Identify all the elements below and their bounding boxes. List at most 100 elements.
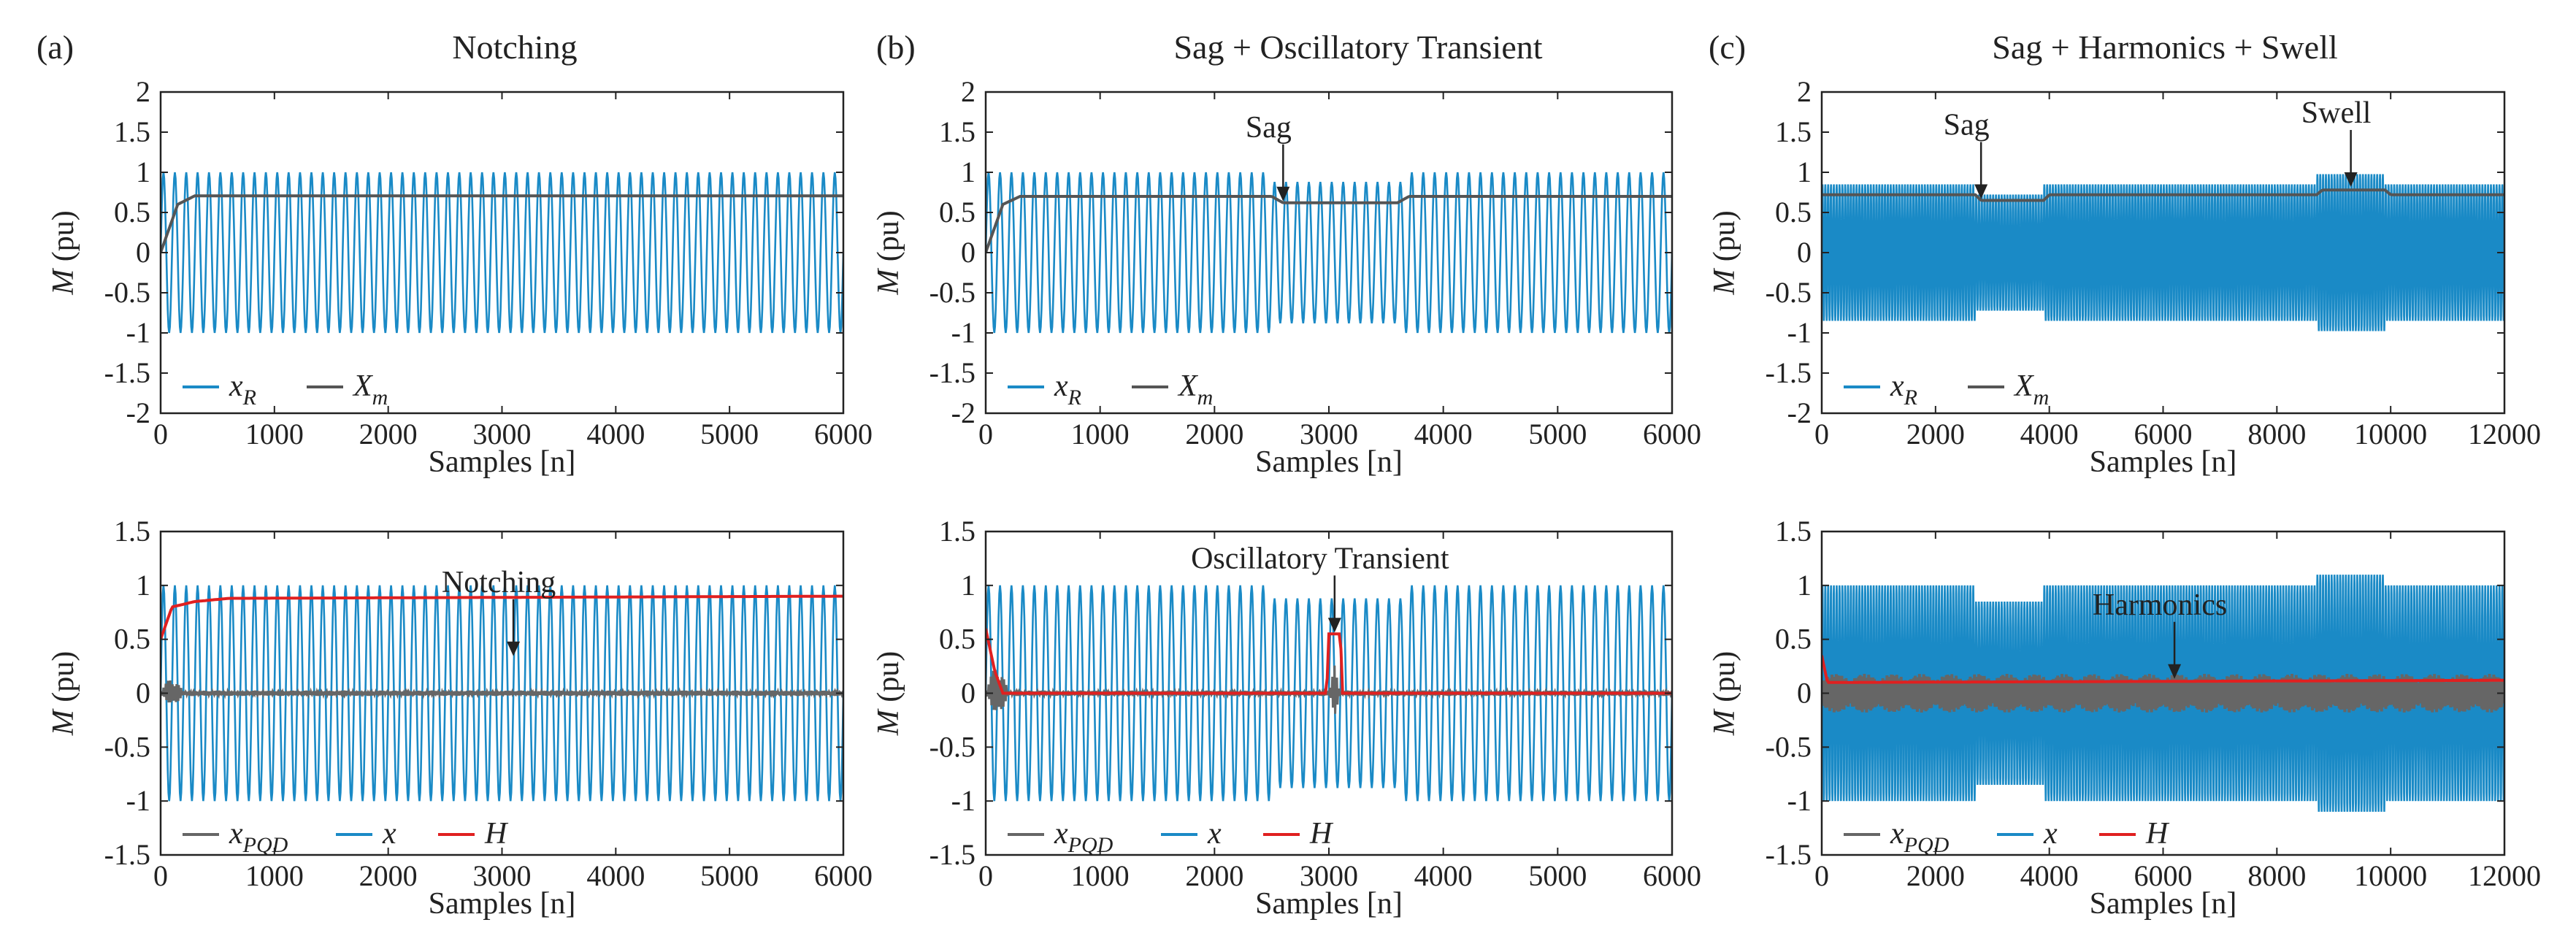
series-xPQD-line bbox=[161, 680, 843, 703]
y-axis-label: M (pu) bbox=[47, 651, 80, 736]
y-axis-label: M (pu) bbox=[1708, 651, 1741, 736]
x-axis-label: Samples [n] bbox=[429, 445, 576, 479]
y-tick-label: 0.5 bbox=[1775, 623, 1812, 656]
annotation-arrow-head bbox=[1327, 618, 1341, 633]
chart-b-bottom: 0 1000 2000 3000 4000 5000 6000 1.5 1 0.5 0 -0.5 -1 -… bbox=[872, 515, 1701, 921]
series-Xm-line bbox=[986, 195, 1672, 253]
x-tick-label: 2000 bbox=[359, 418, 418, 450]
annotation-arrow-head bbox=[2344, 172, 2358, 187]
H-legend-label: H bbox=[1309, 817, 1334, 851]
y-tick-label: 0.5 bbox=[939, 623, 975, 656]
plot-area-a-bottom bbox=[161, 585, 843, 802]
series-Xm-line bbox=[161, 194, 843, 253]
y-tick-label: 0 bbox=[136, 236, 150, 269]
y-axis-label: M (pu) bbox=[872, 210, 905, 295]
x-axis-label: Samples [n] bbox=[1255, 445, 1403, 479]
panel-headers: (a) Notching (b) Sag + Oscillatory Trans… bbox=[37, 28, 2338, 66]
plot-area-b-top bbox=[986, 172, 1672, 334]
x-legend-label: x bbox=[1207, 817, 1222, 851]
y-tick-label: -1.5 bbox=[104, 356, 150, 389]
legend: xPQD x H bbox=[1008, 817, 1334, 857]
y-tick-label: 0.5 bbox=[1775, 196, 1812, 229]
x-tick-label: 2000 bbox=[359, 859, 418, 892]
series-xR-line bbox=[986, 172, 1672, 334]
chart-b-top: 0 1000 2000 3000 4000 5000 6000 2 1.5 1 0.5 0 -0.5 -1… bbox=[872, 75, 1701, 479]
x-tick-label: 6000 bbox=[1643, 859, 1701, 892]
Xm-legend-label: Xm bbox=[352, 369, 388, 410]
y-tick-label: 1.5 bbox=[114, 515, 150, 548]
y-tick-label: -1.5 bbox=[929, 838, 975, 871]
x-tick-label: 8000 bbox=[2247, 418, 2306, 450]
y-tick-label: 1.5 bbox=[939, 115, 975, 148]
x-tick-label: 6000 bbox=[2134, 418, 2193, 450]
y-tick-label: 0 bbox=[961, 677, 975, 710]
y-tick-label: 0.5 bbox=[114, 623, 150, 656]
series-xR-line bbox=[161, 172, 843, 334]
legend: xPQD x H bbox=[1844, 817, 2170, 857]
x-tick-label: 6000 bbox=[814, 418, 873, 450]
xR-legend-label: xR bbox=[1890, 369, 1917, 410]
y-tick-label: 1.5 bbox=[939, 515, 975, 548]
x-tick-label: 5000 bbox=[1528, 859, 1587, 892]
xPQD-legend-label: xPQD bbox=[1890, 817, 1950, 857]
annotation-label: Oscillatory Transient bbox=[1191, 542, 1449, 575]
y-tick-label: -1 bbox=[126, 316, 150, 349]
y-tick-label: -0.5 bbox=[1766, 730, 1812, 763]
y-tick-label: 0.5 bbox=[114, 196, 150, 229]
y-tick-label: 1 bbox=[136, 569, 150, 602]
y-tick-label: -2 bbox=[126, 396, 150, 429]
x-tick-label: 1000 bbox=[1071, 418, 1130, 450]
y-tick-label: -0.5 bbox=[104, 730, 150, 763]
annotation-label: Swell bbox=[2301, 96, 2372, 130]
x-tick-label: 6000 bbox=[2134, 859, 2193, 892]
y-tick-label: -0.5 bbox=[929, 730, 975, 763]
panel-label-b: (b) bbox=[876, 28, 916, 66]
x-tick-label: 4000 bbox=[1414, 418, 1473, 450]
x-tick-label: 6000 bbox=[1643, 418, 1701, 450]
y-tick-label: -2 bbox=[951, 396, 975, 429]
series-H-line bbox=[161, 594, 843, 640]
y-axis-label: M (pu) bbox=[1708, 210, 1741, 295]
x-tick-label: 2000 bbox=[1906, 859, 1965, 892]
x-tick-label: 6000 bbox=[814, 859, 873, 892]
Xm-legend-label: Xm bbox=[1177, 369, 1213, 410]
x-tick-label: 4000 bbox=[2020, 418, 2079, 450]
plots: 0 1000 2000 3000 4000 5000 6000 2 1.5 1 0.5 0 -0.5 -1… bbox=[47, 75, 2541, 921]
xR-legend-label: xR bbox=[1054, 369, 1081, 410]
x-tick-label: 1000 bbox=[1071, 859, 1130, 892]
y-tick-label: -1 bbox=[951, 784, 975, 817]
annotation-arrow-head bbox=[1974, 184, 1988, 199]
x-tick-label: 12000 bbox=[2468, 418, 2541, 450]
x-tick-label: 1000 bbox=[245, 859, 304, 892]
chart-c-bottom: 0 2000 4000 6000 8000 10000 12000 1.5 1 0.5 0 -0.5 -… bbox=[1708, 515, 2541, 921]
panel-label-a: (a) bbox=[37, 28, 74, 66]
x-tick-label: 3000 bbox=[473, 418, 532, 450]
x-tick-label: 5000 bbox=[700, 859, 759, 892]
y-tick-label: 1.5 bbox=[1775, 515, 1812, 548]
H-legend-label: H bbox=[484, 817, 509, 851]
series-xPQD-line bbox=[1822, 673, 2504, 713]
plot-area-c-top bbox=[1822, 174, 2504, 331]
y-tick-label: -1.5 bbox=[929, 356, 975, 389]
y-tick-label: 1 bbox=[961, 156, 975, 188]
x-legend-label: x bbox=[2043, 817, 2058, 851]
y-tick-label: 2 bbox=[136, 75, 150, 108]
xPQD-legend-label: xPQD bbox=[1054, 817, 1113, 857]
plot-area-c-bottom bbox=[1822, 575, 2504, 812]
x-tick-label: 4000 bbox=[1414, 859, 1473, 892]
x-tick-label: 3000 bbox=[1300, 859, 1358, 892]
panel-title-b: Sag + Oscillatory Transient bbox=[1173, 28, 1542, 66]
x-tick-label: 0 bbox=[978, 418, 993, 450]
x-axis-label: Samples [n] bbox=[2090, 445, 2237, 479]
x-axis-label: Samples [n] bbox=[1255, 887, 1403, 921]
H-legend-label: H bbox=[2145, 817, 2170, 851]
annotation-arrow-head bbox=[507, 641, 521, 656]
y-tick-label: -1 bbox=[126, 784, 150, 817]
x-tick-label: 5000 bbox=[700, 418, 759, 450]
x-tick-label: 2000 bbox=[1185, 418, 1243, 450]
y-tick-label: 0.5 bbox=[939, 196, 975, 229]
xR-legend-label: xR bbox=[229, 369, 256, 410]
plot-area-a-top bbox=[161, 172, 843, 334]
y-tick-label: 0 bbox=[1797, 236, 1812, 269]
y-tick-label: 1.5 bbox=[114, 115, 150, 148]
